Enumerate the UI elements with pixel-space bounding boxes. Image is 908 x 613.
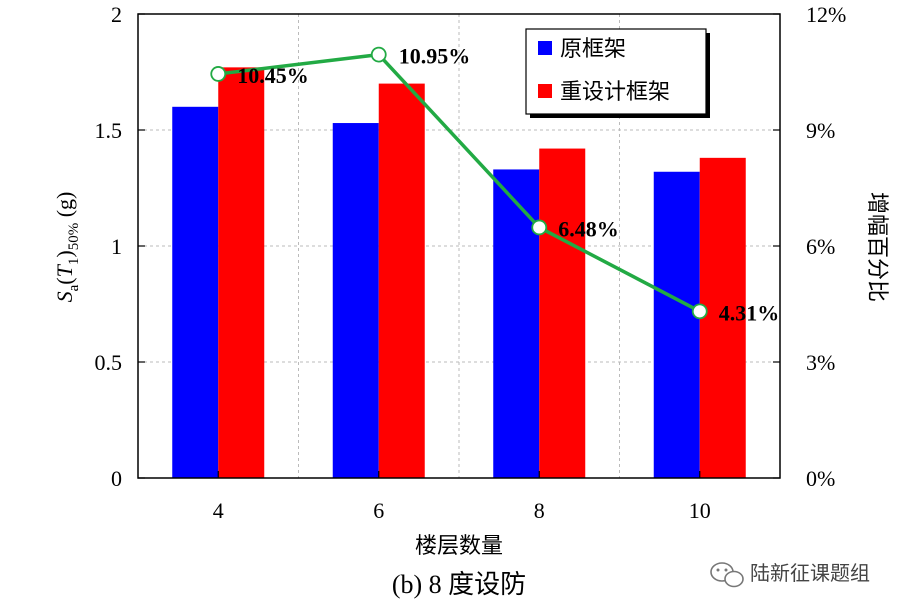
bar-original-6 <box>332 123 379 478</box>
x-tick-label: 4 <box>213 498 224 523</box>
percent-point-4 <box>210 66 227 82</box>
bar-redesigned-6 <box>378 83 425 478</box>
x-axis-title: 楼层数量 <box>415 534 503 559</box>
y-right-tick-label: 0% <box>806 466 835 491</box>
legend: 原框架 重设计框架 <box>525 28 710 118</box>
y-left-tick-label: 1.5 <box>95 118 123 143</box>
bar-original-8 <box>493 169 540 478</box>
bar-original-10 <box>653 171 700 478</box>
legend-swatch-redesigned <box>538 84 552 98</box>
bar-original-4 <box>172 106 219 479</box>
percent-label-6: 10.95% <box>399 44 471 69</box>
axis-ticks: 0 0.5 1 1.5 2 0% 3% 6% 9% 12% 4 6 8 10 <box>95 2 847 523</box>
y-right-tick-label: 12% <box>806 2 846 27</box>
x-tick-label: 10 <box>689 498 711 523</box>
percent-line-series: 10.45% 10.95% 6.48% 4.31% <box>210 44 780 325</box>
percent-point-10 <box>691 303 708 320</box>
y-right-tick-label: 3% <box>806 350 835 375</box>
percent-label-8: 6.48% <box>558 216 619 241</box>
y-right-tick-label: 6% <box>806 234 835 259</box>
legend-swatch-original <box>538 41 552 55</box>
x-tick-label: 8 <box>534 498 545 523</box>
y-left-tick-label: 0.5 <box>95 350 123 375</box>
figure-caption: (b) 8 度设防 <box>392 570 526 599</box>
bar-redesigned-10 <box>699 157 746 478</box>
bar-series <box>172 67 746 479</box>
legend-label-redesigned: 重设计框架 <box>560 80 670 105</box>
y-left-tick-label: 1 <box>111 234 122 259</box>
watermark-text: 陆新征课题组 <box>750 561 870 585</box>
y-left-tick-label: 2 <box>111 2 122 27</box>
watermark: 陆新征课题组 <box>710 561 870 588</box>
percent-point-6 <box>370 46 387 63</box>
y-right-tick-label: 9% <box>806 118 835 143</box>
percent-line <box>218 52 701 313</box>
y-axis-right-title: 增幅百分比 <box>864 192 889 302</box>
percent-point-8 <box>531 219 548 236</box>
legend-label-original: 原框架 <box>560 37 626 62</box>
y-left-tick-label: 0 <box>111 466 122 491</box>
x-tick-label: 6 <box>373 498 384 523</box>
y-axis-left-title: Sa(T1)50% (g) <box>52 192 82 303</box>
percent-label-4: 10.45% <box>237 63 309 88</box>
bar-redesigned-4 <box>218 67 265 479</box>
wechat-icon <box>710 562 744 588</box>
bar-redesigned-8 <box>539 148 586 478</box>
percent-label-10: 4.31% <box>719 300 780 325</box>
legend-box <box>525 28 707 115</box>
